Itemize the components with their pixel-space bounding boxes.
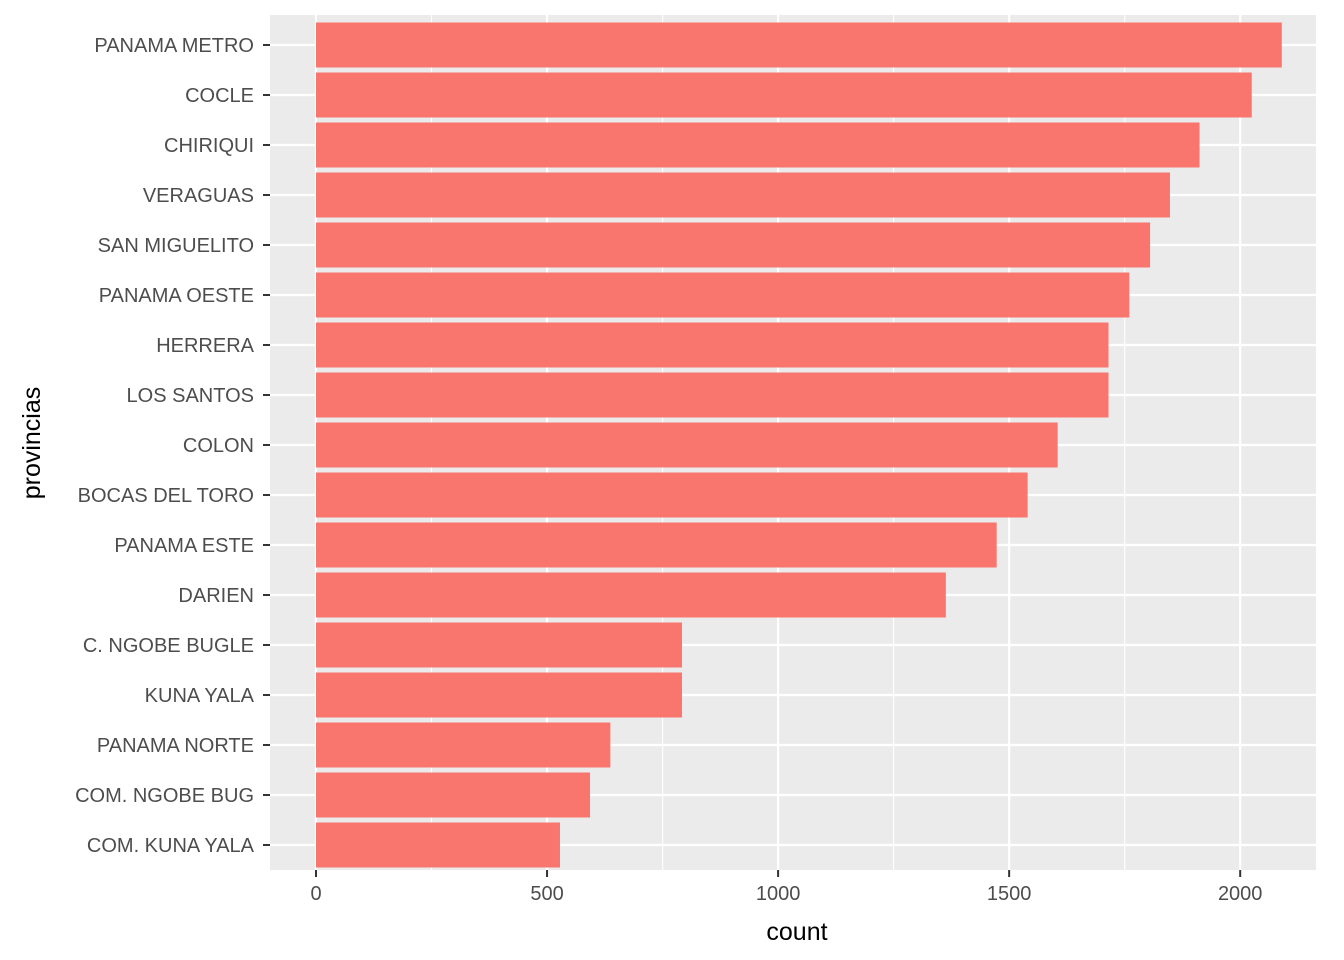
x-tick-label: 500 <box>530 883 563 905</box>
x-tick-label: 1500 <box>987 883 1032 905</box>
bar <box>316 72 1252 118</box>
bar <box>316 222 1151 268</box>
y-tick-label: DARIEN <box>178 585 254 607</box>
y-axis: PANAMA METRO COCLE CHIRIQUI VERAGUAS SAN MIG… <box>75 35 270 857</box>
bar <box>316 122 1200 168</box>
x-tick-label: 2000 <box>1218 883 1263 905</box>
x-axis-title: count <box>766 918 827 946</box>
bar <box>316 472 1028 518</box>
bars <box>316 22 1282 868</box>
bar <box>316 272 1130 318</box>
y-tick-label: PANAMA METRO <box>94 35 254 57</box>
y-tick-label: CHIRIQUI <box>164 135 254 157</box>
y-tick-label: COM. KUNA YALA <box>87 835 255 857</box>
y-tick-label: PANAMA NORTE <box>97 735 254 757</box>
bar <box>316 572 946 618</box>
x-tick-label: 1000 <box>756 883 801 905</box>
y-tick-label: LOS SANTOS <box>127 385 254 407</box>
bar <box>316 422 1058 468</box>
bar <box>316 372 1109 418</box>
y-tick-label: COLON <box>183 435 254 457</box>
bar <box>316 822 560 868</box>
bar <box>316 522 997 568</box>
bar <box>316 172 1170 218</box>
y-tick-label: PANAMA OESTE <box>99 285 254 307</box>
bar <box>316 622 682 668</box>
bar <box>316 672 682 718</box>
bar <box>316 772 591 818</box>
y-tick-label: SAN MIGUELITO <box>98 235 254 257</box>
x-tick-label: 0 <box>310 883 321 905</box>
y-tick-label: PANAMA ESTE <box>114 535 254 557</box>
bar <box>316 22 1282 68</box>
x-axis: 0 500 1000 1500 2000 <box>310 870 1262 905</box>
y-tick-label: VERAGUAS <box>143 185 254 207</box>
bar <box>316 322 1109 368</box>
y-tick-label: KUNA YALA <box>145 685 255 707</box>
bar <box>316 722 611 768</box>
y-tick-label: BOCAS DEL TORO <box>78 485 254 507</box>
y-tick-label: COCLE <box>185 85 254 107</box>
y-tick-label: HERRERA <box>156 335 254 357</box>
y-tick-label: COM. NGOBE BUG <box>75 785 254 807</box>
y-axis-title: provincias <box>18 387 46 500</box>
y-tick-label: C. NGOBE BUGLE <box>83 635 254 657</box>
